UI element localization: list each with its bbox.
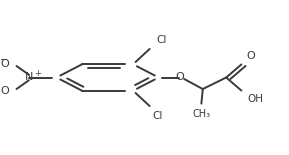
Text: O: O bbox=[175, 73, 184, 82]
Text: −: − bbox=[0, 55, 8, 64]
Text: +: + bbox=[34, 69, 41, 78]
Text: Cl: Cl bbox=[157, 35, 167, 45]
Text: N: N bbox=[25, 73, 33, 82]
Text: O: O bbox=[0, 59, 9, 69]
Text: O: O bbox=[246, 51, 255, 61]
Text: OH: OH bbox=[247, 94, 264, 104]
Text: Cl: Cl bbox=[152, 111, 163, 121]
Text: O: O bbox=[0, 86, 9, 96]
Text: CH₃: CH₃ bbox=[192, 109, 210, 119]
